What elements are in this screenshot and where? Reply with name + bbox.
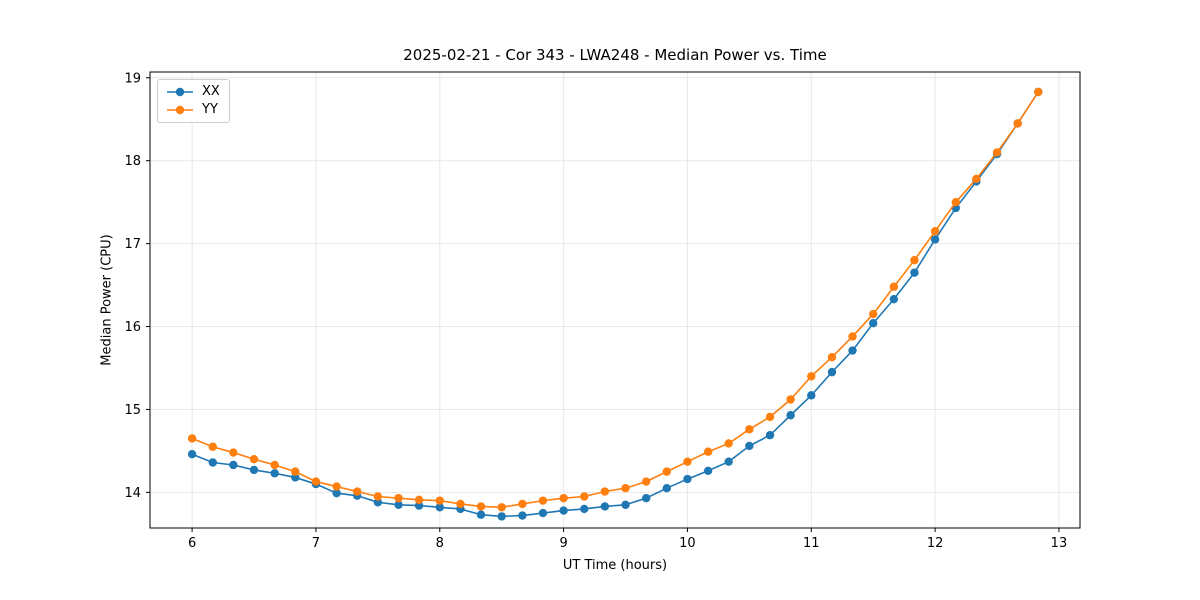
- legend-item-yy: YY: [165, 103, 220, 117]
- svg-text:13: 13: [1051, 536, 1068, 551]
- svg-text:14: 14: [124, 486, 141, 501]
- svg-text:12: 12: [927, 536, 944, 551]
- y-axis-label: Median Power (CPU): [99, 234, 115, 366]
- svg-text:10: 10: [679, 536, 696, 551]
- legend-label-yy: YY: [202, 102, 218, 117]
- xx-line-marker-icon: [167, 87, 193, 97]
- legend-item-xx: XX: [165, 85, 220, 99]
- svg-text:7: 7: [312, 536, 320, 551]
- svg-text:19: 19: [124, 71, 141, 86]
- svg-text:17: 17: [124, 237, 141, 252]
- x-axis-label: UT Time (hours): [562, 558, 668, 573]
- svg-text:15: 15: [124, 403, 141, 418]
- legend-label-xx: XX: [202, 84, 220, 99]
- chart-title: 2025-02-21 - Cor 343 - LWA248 - Median P…: [403, 46, 827, 64]
- yy-line-marker-icon: [167, 105, 193, 115]
- svg-text:6: 6: [188, 536, 196, 551]
- svg-text:11: 11: [803, 536, 820, 551]
- svg-text:18: 18: [124, 154, 141, 169]
- legend: XX YY: [157, 79, 230, 123]
- svg-text:9: 9: [559, 536, 567, 551]
- svg-text:8: 8: [436, 536, 444, 551]
- svg-text:16: 16: [124, 320, 141, 335]
